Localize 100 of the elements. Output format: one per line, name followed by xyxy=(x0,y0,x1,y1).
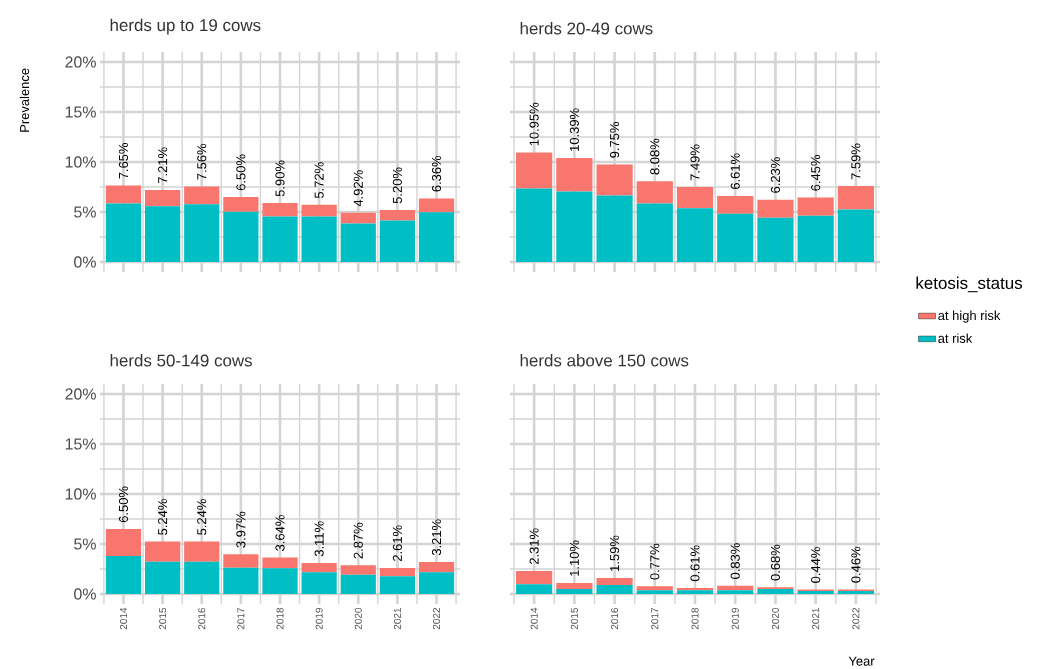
x-tick-label: 2022 xyxy=(433,608,441,630)
total-label: 6.61% xyxy=(730,153,740,190)
y-tick-label: 15% xyxy=(65,438,96,450)
bar xyxy=(340,574,376,594)
bar xyxy=(837,186,874,210)
bar xyxy=(301,204,337,217)
bar xyxy=(757,199,794,218)
total-label: 8.08% xyxy=(650,138,660,175)
y-tick-label: 5% xyxy=(74,206,96,218)
x-tick-label: 2020 xyxy=(771,607,779,630)
x-tick-label: 2022 xyxy=(852,608,860,630)
bar xyxy=(636,590,673,594)
bar xyxy=(379,576,415,594)
total-label: 1.59% xyxy=(609,535,620,571)
chart-title: herds up to 19 cows xyxy=(110,18,261,35)
bar xyxy=(636,181,673,204)
total-label: 6.45% xyxy=(811,155,821,191)
bar xyxy=(717,590,754,594)
total-label: 2.61% xyxy=(392,525,402,562)
bar xyxy=(556,582,593,589)
x-tick-label: 2018 xyxy=(691,607,699,630)
x-tick-label: 2015 xyxy=(570,607,578,630)
total-label: 0.61% xyxy=(690,545,700,582)
total-label: 0.68% xyxy=(770,544,781,581)
bar xyxy=(556,191,593,262)
bar xyxy=(379,567,415,577)
total-label: 0.77% xyxy=(650,543,660,580)
x-tick-label: 2021 xyxy=(812,607,820,630)
bar xyxy=(797,197,834,216)
x-tick-label: 2015 xyxy=(159,607,167,630)
bar xyxy=(105,203,142,262)
bar xyxy=(418,212,455,262)
bar xyxy=(556,588,593,594)
total-label: 7.21% xyxy=(158,147,168,183)
y-axis-title: Prevalence xyxy=(19,68,30,132)
bar xyxy=(145,206,181,262)
bar xyxy=(516,188,553,262)
total-label: 6.50% xyxy=(118,486,129,523)
bar xyxy=(184,204,220,262)
chart-title: herds 20-49 cows xyxy=(520,22,653,35)
total-label: 1.10% xyxy=(569,540,579,576)
bar xyxy=(596,584,633,594)
total-label: 2.31% xyxy=(529,528,539,565)
total-label: 0.83% xyxy=(730,543,740,579)
bar xyxy=(516,570,553,585)
bar xyxy=(223,567,259,594)
y-tick-label: 20% xyxy=(65,388,96,400)
bar xyxy=(223,196,259,212)
bar xyxy=(105,555,142,594)
bar xyxy=(184,541,220,562)
legend-label: at risk xyxy=(938,333,973,343)
x-tick-label: 2019 xyxy=(731,607,739,630)
bar xyxy=(145,541,181,562)
bar xyxy=(797,215,834,262)
total-label: 5.20% xyxy=(392,167,402,204)
bar xyxy=(596,164,633,196)
bar xyxy=(145,189,181,207)
y-tick-label: 20% xyxy=(65,56,96,68)
total-label: 9.75% xyxy=(609,122,620,158)
bar xyxy=(717,195,754,214)
x-tick-label: 2018 xyxy=(276,607,284,630)
bar xyxy=(837,209,874,262)
bar xyxy=(596,195,633,262)
total-label: 4.92% xyxy=(353,170,363,207)
y-tick-label: 10% xyxy=(65,156,96,168)
total-label: 5.72% xyxy=(314,162,324,199)
legend-title: ketosis_status xyxy=(916,276,1023,293)
bar xyxy=(596,578,633,585)
bar xyxy=(676,208,714,262)
total-label: 2.87% xyxy=(353,522,363,559)
bar xyxy=(223,554,259,568)
total-label: 3.21% xyxy=(431,519,442,556)
x-tick-label: 2017 xyxy=(651,608,659,630)
bar xyxy=(340,565,376,575)
bar xyxy=(301,572,337,594)
bar xyxy=(340,223,376,262)
total-label: 5.24% xyxy=(197,499,207,535)
y-tick-label: 0% xyxy=(74,256,96,268)
bar xyxy=(145,561,181,594)
x-tick-label: 2019 xyxy=(315,607,323,630)
bar xyxy=(757,217,794,262)
bar xyxy=(262,568,298,594)
bar xyxy=(301,562,337,573)
x-tick-label: 2014 xyxy=(530,607,538,630)
bar xyxy=(184,186,220,205)
bar xyxy=(105,528,142,556)
bar xyxy=(379,209,415,221)
legend-label: at high risk xyxy=(938,310,1001,323)
bar xyxy=(301,216,337,262)
bar xyxy=(262,557,298,569)
total-label: 5.24% xyxy=(158,499,168,535)
bar xyxy=(379,220,415,262)
total-label: 3.64% xyxy=(275,515,285,551)
x-tick-label: 2016 xyxy=(611,607,619,630)
total-label: 0.44% xyxy=(811,547,821,583)
bar xyxy=(418,198,455,213)
x-tick-label: 2014 xyxy=(119,607,128,630)
total-label: 7.59% xyxy=(851,143,861,180)
x-tick-label: 2016 xyxy=(198,607,206,630)
chart-title: herds 50-149 cows xyxy=(110,354,252,367)
